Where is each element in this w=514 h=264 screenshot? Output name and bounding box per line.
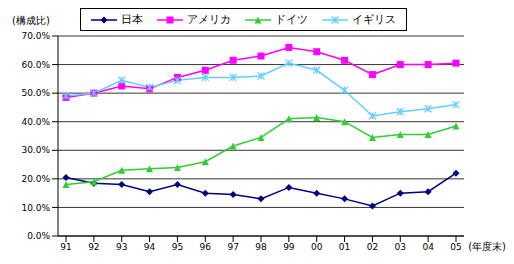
svg-text:98: 98 — [255, 242, 267, 252]
svg-text:94: 94 — [144, 242, 156, 252]
svg-text:96: 96 — [200, 242, 212, 252]
svg-text:95: 95 — [172, 242, 183, 252]
svg-text:99: 99 — [283, 242, 295, 252]
svg-text:70.0%: 70.0% — [21, 31, 50, 41]
svg-text:01: 01 — [339, 242, 350, 252]
svg-text:30.0%: 30.0% — [21, 145, 50, 155]
svg-text:92: 92 — [88, 242, 99, 252]
svg-text:40.0%: 40.0% — [21, 117, 50, 127]
html-text:イギリス: イギリス — [352, 13, 396, 26]
html-text:日本: 日本 — [121, 13, 143, 26]
html-text:アメリカ: アメリカ — [187, 13, 231, 26]
svg-text:04: 04 — [422, 242, 434, 252]
svg-text:0.0%: 0.0% — [27, 231, 50, 241]
html-text:ドイツ: ドイツ — [275, 13, 308, 26]
svg-text:50.0%: 50.0% — [21, 88, 50, 98]
svg-text:97: 97 — [227, 242, 238, 252]
svg-text:60.0%: 60.0% — [21, 60, 50, 70]
svg-text:02: 02 — [367, 242, 378, 252]
svg-text:20.0%: 20.0% — [21, 174, 50, 184]
svg-text:03: 03 — [395, 242, 406, 252]
svg-text:93: 93 — [116, 242, 127, 252]
svg-text:00: 00 — [311, 242, 323, 252]
html-text:(構成比): (構成比) — [12, 15, 50, 26]
html-text:(年度末): (年度末) — [468, 241, 506, 252]
svg-text:10.0%: 10.0% — [21, 203, 50, 213]
svg-text:05: 05 — [450, 242, 461, 252]
svg-text:91: 91 — [60, 242, 71, 252]
